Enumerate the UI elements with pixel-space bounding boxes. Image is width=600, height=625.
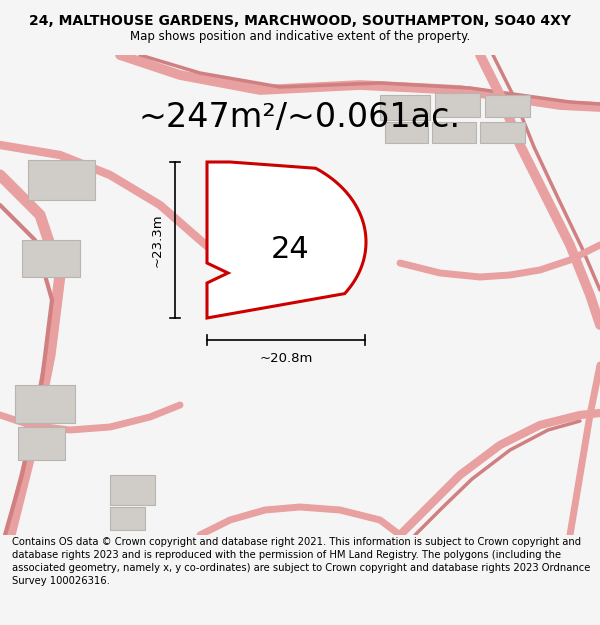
Polygon shape — [110, 507, 145, 530]
Text: Map shows position and indicative extent of the property.: Map shows position and indicative extent… — [130, 30, 470, 43]
Text: 24, MALTHOUSE GARDENS, MARCHWOOD, SOUTHAMPTON, SO40 4XY: 24, MALTHOUSE GARDENS, MARCHWOOD, SOUTHA… — [29, 14, 571, 28]
Text: ~247m²/~0.061ac.: ~247m²/~0.061ac. — [139, 101, 461, 134]
Polygon shape — [485, 95, 530, 117]
Polygon shape — [22, 240, 80, 277]
Polygon shape — [432, 122, 476, 143]
Polygon shape — [435, 93, 480, 117]
Polygon shape — [380, 95, 430, 120]
Text: ~20.8m: ~20.8m — [259, 351, 313, 364]
Text: Contains OS data © Crown copyright and database right 2021. This information is : Contains OS data © Crown copyright and d… — [12, 537, 590, 586]
Polygon shape — [15, 385, 75, 423]
Polygon shape — [207, 162, 366, 318]
Polygon shape — [18, 427, 65, 460]
Text: ~23.3m: ~23.3m — [151, 213, 163, 267]
Polygon shape — [28, 160, 95, 200]
Polygon shape — [480, 122, 525, 143]
Text: 24: 24 — [271, 236, 310, 264]
Polygon shape — [110, 475, 155, 505]
Polygon shape — [385, 122, 428, 143]
